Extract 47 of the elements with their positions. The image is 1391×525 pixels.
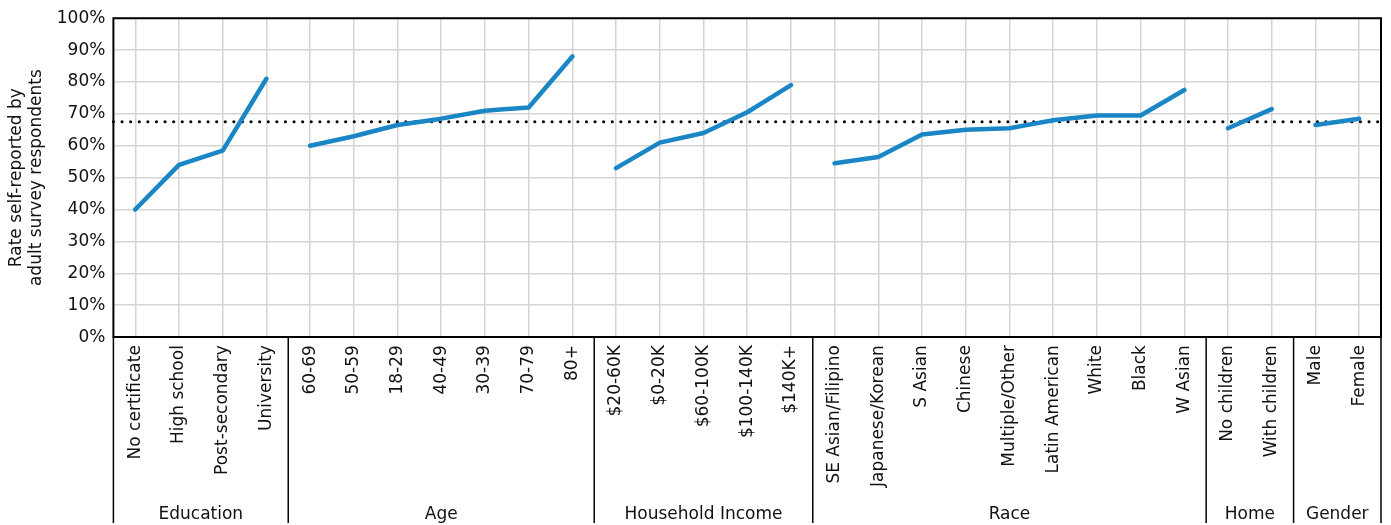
x-tick-label: $140K+ xyxy=(779,345,800,414)
x-tick-label: 30-39 xyxy=(473,345,494,395)
text: Household Income xyxy=(624,503,783,523)
x-tick-label: 40-49 xyxy=(429,345,450,395)
x-tick-label: W Asian xyxy=(1172,345,1193,414)
text: Race xyxy=(988,503,1031,523)
x-tick-label: With children xyxy=(1260,345,1281,458)
text: Age xyxy=(424,503,458,523)
y-axis-title: Rate self-reported by adult survey respondents xyxy=(4,69,46,287)
x-tick-label: 60-69 xyxy=(298,345,319,395)
text: Gender xyxy=(1305,503,1369,523)
x-tick-label: University xyxy=(254,345,275,431)
y-tick-label: 90% xyxy=(67,38,106,59)
x-tick-label: No children xyxy=(1216,345,1237,442)
x-tick-label: Latin American xyxy=(1041,345,1062,474)
x-tick-label: 80+ xyxy=(560,345,581,382)
y-tick-label: 70% xyxy=(67,102,106,123)
x-tick-label: Post-secondary xyxy=(211,345,232,475)
y-tick-label: 10% xyxy=(67,293,106,314)
text: Education xyxy=(158,503,244,523)
x-tick-label: Male xyxy=(1303,345,1324,386)
x-tick-label: Multiple/Other xyxy=(997,345,1018,467)
y-tick-label: 80% xyxy=(67,70,106,91)
x-tick-label: Black xyxy=(1129,344,1150,392)
x-tick-label: Female xyxy=(1347,345,1368,407)
y-tick-label: 40% xyxy=(67,197,106,218)
x-tick-label: Japanese/Korean xyxy=(866,345,887,489)
x-tick-label: 50-59 xyxy=(342,345,363,395)
x-tick-label: S Asian xyxy=(910,345,931,408)
x-tick-label: No certificate xyxy=(123,345,144,460)
x-tick-label: 70-79 xyxy=(517,345,538,395)
y-tick-label: 30% xyxy=(67,229,106,250)
x-tick-label: Chinese xyxy=(954,345,975,414)
x-tick-label: White xyxy=(1085,345,1106,395)
text: Home xyxy=(1224,503,1275,523)
x-tick-label: $60-100K xyxy=(691,344,712,428)
x-tick-label: $100-140K xyxy=(735,344,756,439)
x-tick-label: $0-20K xyxy=(648,344,669,406)
y-tick-label: 100% xyxy=(56,6,106,27)
y-tick-label: 60% xyxy=(67,134,106,155)
y-tick-label: 20% xyxy=(67,261,106,282)
x-tick-label: High school xyxy=(167,345,188,445)
x-tick-label: $20-60K xyxy=(604,344,625,417)
x-tick-label: SE Asian/Filipino xyxy=(823,345,844,484)
y-tick-label: 0% xyxy=(78,325,106,346)
y-tick-label: 50% xyxy=(67,166,106,187)
x-tick-label: 18-29 xyxy=(385,345,406,395)
